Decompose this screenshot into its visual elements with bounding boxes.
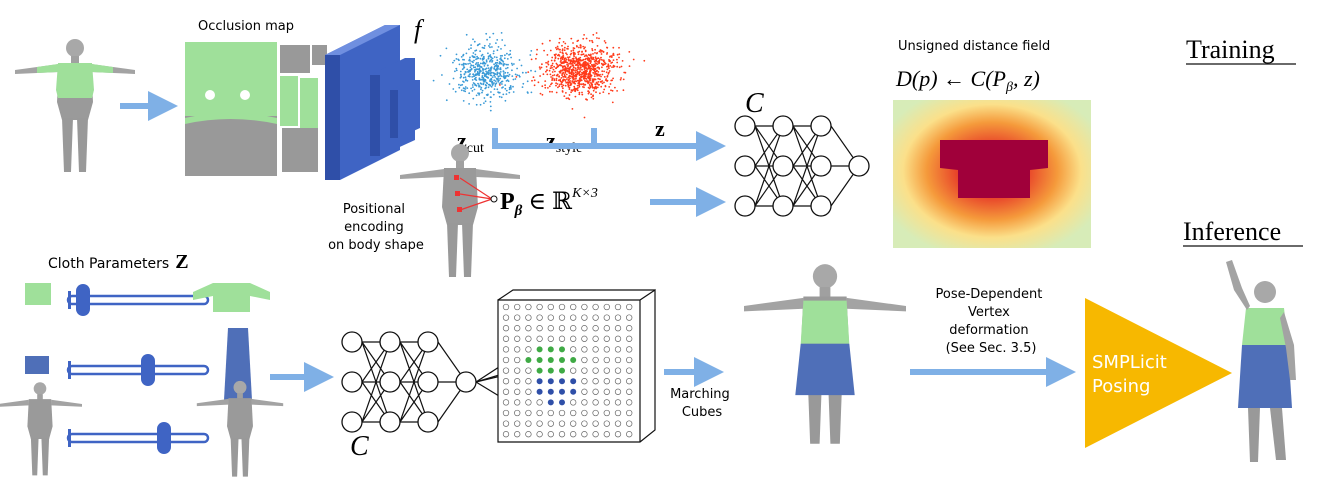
z-combine-arrow [492,128,705,149]
slider-cut-skirt[interactable] [66,354,210,386]
udf-formula: D(p) ← C(Pβ, z) [895,66,1040,95]
output-body-posed [1226,260,1296,462]
udf-heatmap [893,100,1091,248]
smplicit-posing-block: SMPLicit Posing [1085,298,1232,448]
occlusion-map [185,42,327,176]
cloth-parameters-label: Cloth Parameters Z [48,251,189,273]
svg-text:Inference: Inference [1183,217,1281,246]
body-thin [0,382,83,476]
udf-label: Unsigned distance field [898,39,1050,54]
body-heavy [196,380,284,477]
output-body-tpose [744,264,906,444]
network-c-bottom [341,331,477,433]
z-style-scatter [499,32,646,119]
training-title: Training [1186,35,1296,65]
long-skirt-garment [224,328,252,400]
small-skirt-garment [25,356,49,374]
z-cut-label: zcut [457,128,484,156]
z-style-label: zstyle [546,128,582,156]
slider-cut-top[interactable] [66,284,210,316]
slider-body-shape[interactable] [66,422,210,454]
p-beta-label: Pβ ∈ ℝK×3 [500,186,598,219]
c-top-label: C [745,88,764,119]
z-label: z [655,116,665,141]
z-cut-scatter [432,32,537,112]
small-top-garment [25,283,51,305]
input-body-training [15,39,135,172]
occlusion-map-label: Occlusion map [198,19,294,34]
c-bottom-label: C [350,431,369,462]
f-label: f [414,15,425,44]
voxel-grid [497,288,656,443]
network-c-top [734,115,870,217]
positional-encoding-body [400,144,520,277]
positional-encoding-label: Positional encoding on body shape [328,202,424,253]
svg-text:SMPLicit Posing: SMPLicit Posing [1092,352,1173,397]
encoder-f [325,25,420,180]
marching-cubes-label: Marching Cubes [670,387,734,420]
large-top-garment [193,283,270,312]
svg-text:Training: Training [1186,35,1275,64]
inference-title: Inference [1183,217,1303,247]
pose-dependent-label: Pose-Dependent Vertex deformation (See S… [935,287,1046,356]
